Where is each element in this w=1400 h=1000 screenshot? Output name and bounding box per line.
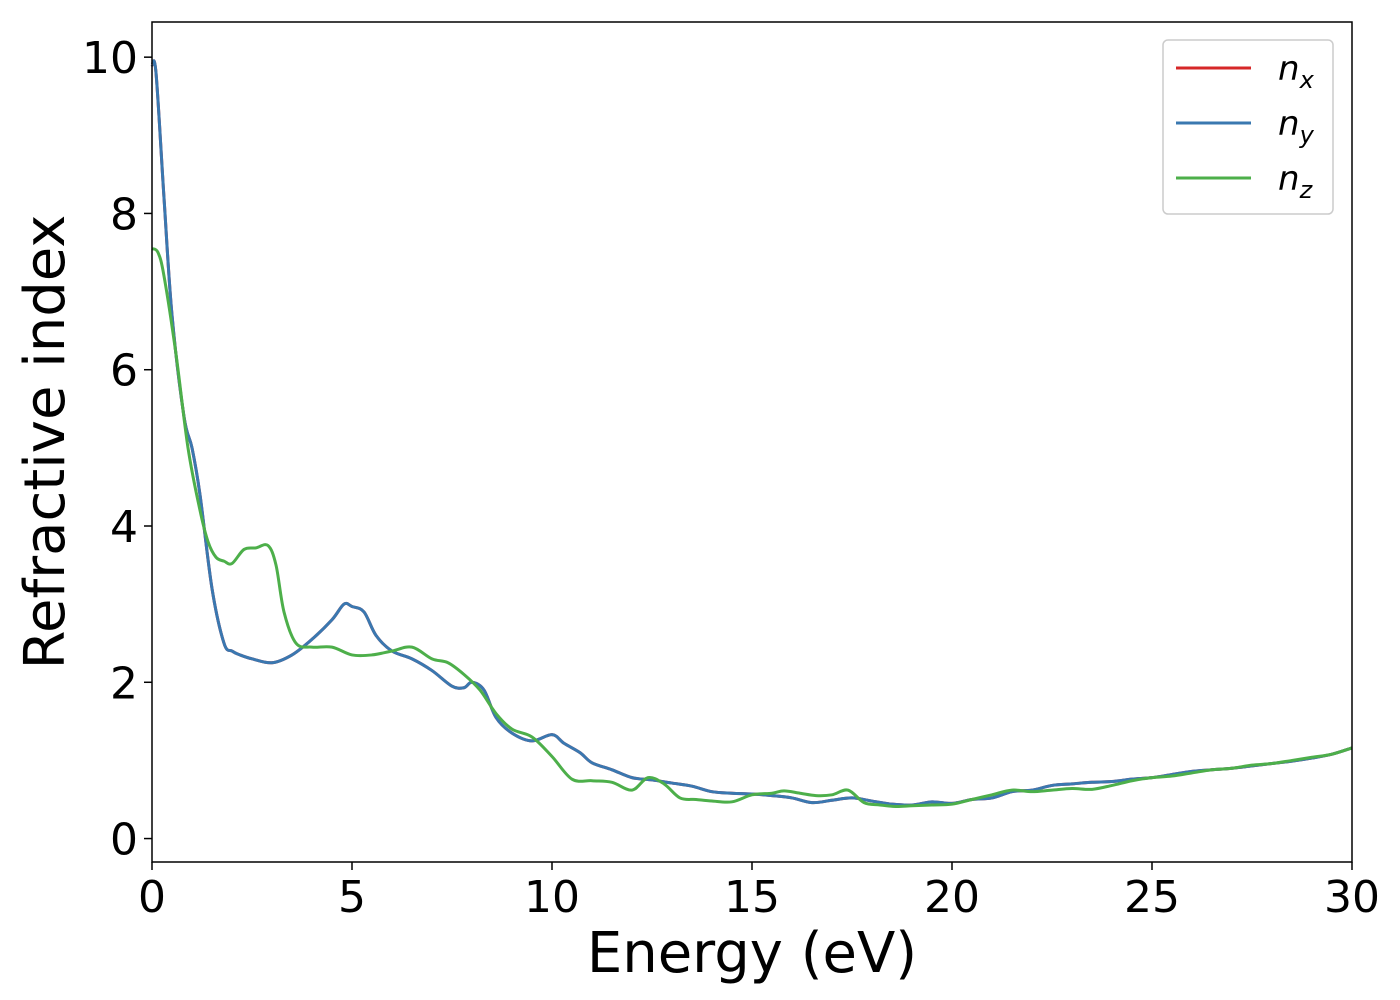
legend-label-subscript: y: [1299, 121, 1315, 149]
legend-label-y: ny: [1278, 104, 1315, 149]
y-tick-label: 0: [110, 815, 138, 866]
y-axis-label: Refractive index: [13, 215, 78, 670]
legend-label-base: n: [1278, 159, 1300, 199]
legend-label-x: nx: [1278, 49, 1315, 94]
x-tick-label: 20: [924, 872, 980, 923]
legend-label-subscript: x: [1299, 66, 1315, 94]
series-line-ny: [150, 59, 1353, 807]
series-layer: [150, 59, 1353, 809]
y-tick-label: 4: [110, 502, 138, 553]
x-tick-label: 30: [1324, 872, 1380, 923]
legend-label-base: n: [1278, 104, 1300, 144]
x-tick-label: 15: [724, 872, 780, 923]
y-tick-label: 2: [110, 658, 138, 709]
y-tick-label: 6: [110, 346, 138, 397]
plot-frame: [151, 21, 1353, 863]
legend-box: [1162, 39, 1334, 215]
plot-background: [152, 22, 1352, 862]
x-tick-label: 10: [524, 872, 580, 923]
series-line-nz: [151, 247, 1353, 809]
x-tick-label: 5: [338, 872, 366, 923]
legend-label-base: n: [1278, 49, 1300, 89]
legend-label-subscript: z: [1299, 176, 1314, 204]
ticks-layer: 0 5 10 15 20 25 30 0 2 4 6 8 10: [82, 33, 1380, 923]
x-tick-label: 25: [1124, 872, 1180, 923]
x-axis-label: Energy (eV): [587, 921, 917, 986]
y-tick-label: 10: [82, 33, 138, 84]
legend-label-z: nz: [1278, 159, 1314, 204]
x-tick-label: 0: [138, 872, 166, 923]
y-tick-label: 8: [110, 189, 138, 240]
